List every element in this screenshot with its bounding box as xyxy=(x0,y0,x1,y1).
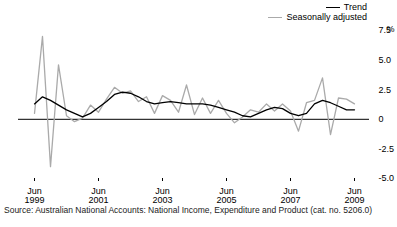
html-text:Seasonally adjusted: Seasonally adjusted xyxy=(286,12,367,22)
svg-text:Jun2003: Jun2003 xyxy=(152,186,172,204)
svg-text:Jun1999: Jun1999 xyxy=(24,186,44,204)
svg-text:7.5: 7.5 xyxy=(378,25,391,36)
svg-text:-5.0: -5.0 xyxy=(379,173,395,183)
html-text:Source: Australian National Ac: Source: Australian National Accounts: Na… xyxy=(4,205,373,215)
svg-text:Jun2001: Jun2001 xyxy=(88,186,108,204)
svg-text:0: 0 xyxy=(379,114,384,124)
svg-text:-2.5: -2.5 xyxy=(379,144,395,154)
svg-text:Jun2005: Jun2005 xyxy=(216,186,236,204)
svg-text:Jun2009: Jun2009 xyxy=(344,186,364,204)
svg-text:Jun2007: Jun2007 xyxy=(280,186,300,204)
svg-text:%: % xyxy=(386,24,394,34)
html-text:Trend: Trend xyxy=(343,2,367,12)
svg-text:5.0: 5.0 xyxy=(379,55,392,65)
svg-text:2.5: 2.5 xyxy=(379,85,392,95)
